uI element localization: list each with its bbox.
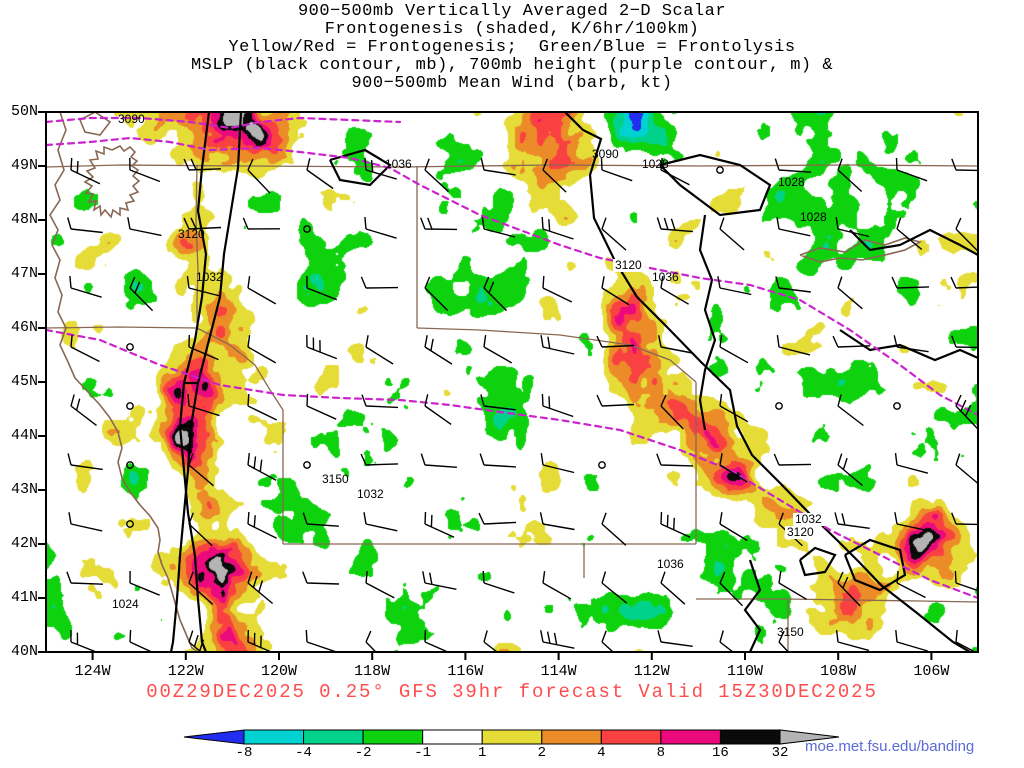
svg-text:-8: -8 (236, 745, 253, 761)
svg-text:2: 2 (538, 745, 546, 761)
svg-text:-4: -4 (295, 745, 312, 761)
svg-text:8: 8 (657, 745, 665, 761)
svg-text:-2: -2 (355, 745, 372, 761)
svg-text:16: 16 (712, 745, 729, 761)
svg-text:4: 4 (597, 745, 605, 761)
svg-text:-1: -1 (414, 745, 431, 761)
svg-text:1: 1 (478, 745, 486, 761)
svg-text:32: 32 (772, 745, 789, 761)
